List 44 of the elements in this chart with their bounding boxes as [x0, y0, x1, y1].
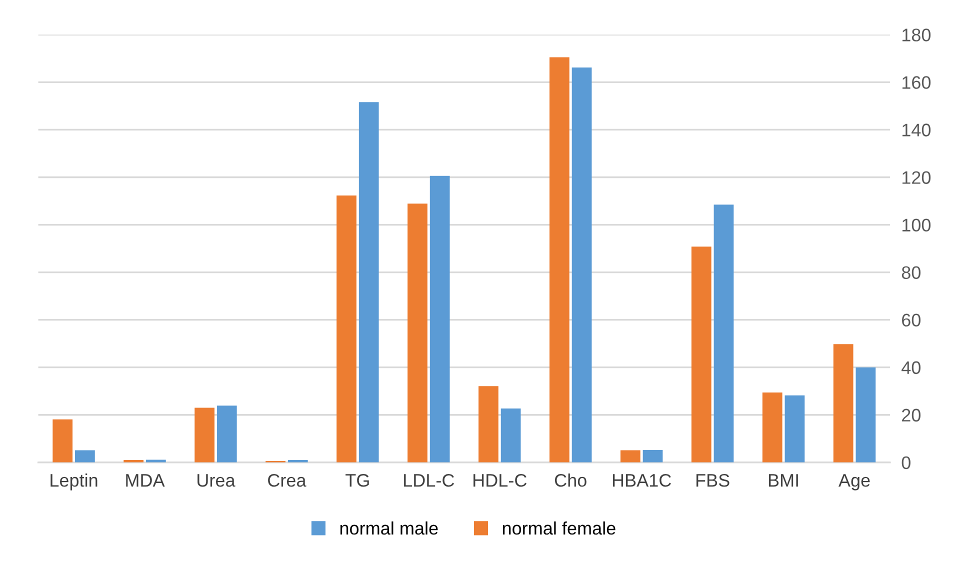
x-tick-label: Cho [554, 474, 586, 487]
bar [336, 196, 356, 462]
bar [856, 367, 876, 462]
y-tick-label: 0 [902, 456, 910, 470]
bar [549, 57, 570, 462]
x-tick-label: FBS [696, 474, 730, 487]
legend-label: normal male [340, 521, 438, 535]
y-tick-label: 40 [902, 361, 920, 374]
y-tick-label: 180 [902, 28, 931, 42]
bar [358, 102, 379, 462]
x-tick-label: Urea [198, 474, 236, 487]
bar [52, 419, 73, 462]
bar [642, 450, 663, 462]
x-tick-label: TG [346, 474, 369, 487]
x-tick-label: HBA1C [612, 474, 672, 487]
x-tick-label: Leptin [50, 474, 98, 490]
bar [408, 204, 428, 462]
y-tick-label: 120 [902, 171, 931, 184]
bar [572, 67, 592, 462]
bar [620, 450, 640, 462]
bar [762, 392, 782, 462]
x-tick-label: BMI [768, 474, 798, 487]
bar [784, 395, 805, 462]
bar [194, 408, 214, 462]
x-tick-label: HDL-C [474, 474, 527, 487]
legend-label: normal female [502, 521, 616, 535]
y-tick-label: 60 [902, 314, 920, 327]
bar [500, 408, 521, 462]
y-tick-label: 80 [902, 266, 920, 280]
bar [430, 176, 450, 462]
bar [478, 386, 498, 462]
x-tick-label: LDL-C [404, 474, 454, 487]
y-tick-label: 20 [902, 408, 920, 422]
y-tick-label: 160 [902, 76, 931, 89]
x-tick-label: MDA [126, 474, 165, 487]
y-tick-label: 100 [902, 218, 931, 232]
x-tick-label: Crea [268, 474, 306, 487]
bar [216, 406, 237, 462]
bar [714, 204, 734, 462]
bar [691, 246, 712, 462]
x-tick-label: Age [838, 474, 870, 490]
y-tick-label: 140 [902, 124, 931, 136]
bar [833, 344, 854, 462]
bar [75, 450, 95, 462]
